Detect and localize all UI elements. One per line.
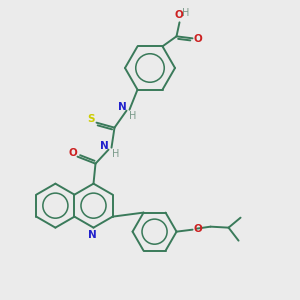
Text: O: O [68,148,77,158]
Text: N: N [118,102,127,112]
Text: N: N [100,141,109,151]
Text: H: H [112,149,119,159]
Text: O: O [174,10,183,20]
Text: O: O [193,224,202,234]
Text: H: H [129,111,136,121]
Text: S: S [88,114,95,124]
Text: N: N [88,230,97,240]
Text: O: O [193,34,202,44]
Text: H: H [182,8,189,18]
